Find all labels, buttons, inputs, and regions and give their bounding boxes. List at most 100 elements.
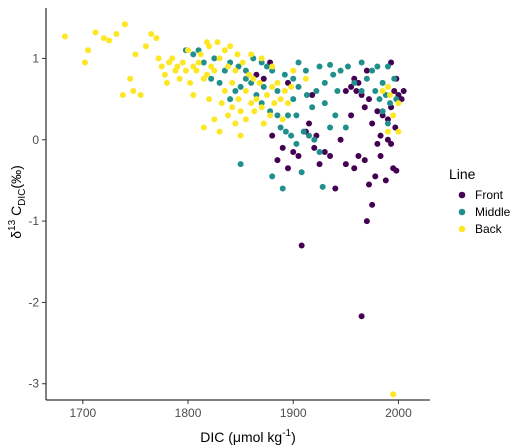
- data-point-back: [185, 47, 192, 54]
- data-point-front: [365, 181, 372, 188]
- data-point-middle: [208, 75, 215, 82]
- data-point-middle: [363, 75, 370, 82]
- data-point-back: [269, 83, 276, 90]
- data-point-back: [260, 120, 267, 127]
- data-point-back: [218, 100, 225, 107]
- data-point-back: [225, 112, 232, 119]
- data-point-front: [374, 108, 381, 115]
- data-point-back: [200, 75, 207, 82]
- data-point-front: [274, 157, 281, 164]
- data-point-front: [284, 79, 291, 86]
- data-point-back: [169, 55, 176, 62]
- data-point-front: [388, 140, 395, 147]
- data-point-back: [256, 79, 263, 86]
- data-point-middle: [237, 83, 244, 90]
- data-point-back: [390, 112, 397, 119]
- data-point-back: [235, 96, 242, 103]
- data-point-middle: [281, 71, 288, 78]
- data-point-middle: [327, 124, 334, 131]
- data-point-front: [384, 136, 391, 143]
- data-point-back: [251, 108, 258, 115]
- y-tick-label: -2: [28, 295, 39, 309]
- data-point-front: [290, 148, 297, 155]
- data-point-back: [153, 35, 160, 42]
- axes-layer: 1700 1800 1900 2000 -3 -2 -1 0 1: [28, 8, 430, 420]
- data-point-middle: [190, 51, 197, 58]
- legend-label-middle: Middle: [475, 205, 511, 219]
- data-point-middle: [298, 169, 305, 176]
- data-point-back: [176, 75, 183, 82]
- data-point-front: [369, 120, 376, 127]
- data-point-middle: [384, 63, 391, 70]
- data-point-middle: [313, 87, 320, 94]
- data-point-front: [342, 87, 349, 94]
- x-axis-title: DIC (μmol kg-1): [200, 428, 296, 445]
- y-tick-label: -3: [28, 377, 39, 391]
- data-point-front: [279, 144, 286, 151]
- data-point-middle: [330, 71, 337, 78]
- data-point-back: [158, 63, 165, 70]
- data-point-back: [395, 128, 402, 135]
- data-point-back: [216, 55, 223, 62]
- data-point-middle: [232, 87, 239, 94]
- data-point-back: [279, 116, 286, 123]
- data-point-back: [121, 21, 128, 28]
- data-point-middle: [302, 67, 309, 74]
- data-point-back: [284, 100, 291, 107]
- data-point-back: [384, 128, 391, 135]
- data-point-front: [361, 104, 368, 111]
- data-point-middle: [321, 100, 328, 107]
- data-point-front: [311, 144, 318, 151]
- data-point-middle: [216, 79, 223, 86]
- data-point-front: [363, 218, 370, 225]
- data-point-back: [197, 51, 204, 58]
- data-point-middle: [311, 136, 318, 143]
- data-point-middle: [293, 140, 300, 147]
- data-point-back: [127, 75, 134, 82]
- legend-key-middle: [458, 208, 466, 216]
- data-point-middle: [227, 96, 234, 103]
- data-point-front: [400, 87, 407, 94]
- data-point-middle: [306, 132, 313, 139]
- data-point-back: [137, 92, 144, 99]
- data-point-middle: [309, 104, 316, 111]
- x-tick-label: 2000: [385, 406, 412, 420]
- data-point-middle: [295, 59, 302, 66]
- data-point-back: [248, 51, 255, 58]
- data-point-back: [61, 33, 68, 40]
- data-point-back: [190, 92, 197, 99]
- x-tick-label: 1800: [175, 406, 202, 420]
- data-point-middle: [300, 128, 307, 135]
- data-point-back: [182, 67, 189, 74]
- data-point-back: [246, 71, 253, 78]
- x-tick-label: 1700: [69, 406, 96, 420]
- data-point-middle: [274, 112, 281, 119]
- data-point-back: [232, 67, 239, 74]
- data-point-back: [130, 87, 137, 94]
- data-point-middle: [334, 87, 341, 94]
- data-point-back: [302, 75, 309, 82]
- data-point-front: [327, 153, 334, 160]
- data-point-back: [132, 51, 139, 58]
- data-point-front: [316, 161, 323, 168]
- data-point-middle: [376, 96, 383, 103]
- data-point-back: [239, 59, 246, 66]
- data-point-back: [113, 31, 120, 38]
- data-point-back: [211, 116, 218, 123]
- data-point-back: [206, 96, 213, 103]
- data-point-middle: [384, 120, 391, 127]
- data-point-middle: [372, 87, 379, 94]
- data-point-front: [260, 75, 267, 82]
- data-point-back: [92, 29, 99, 36]
- data-point-middle: [387, 100, 394, 107]
- y-axis-title: δ13 CDIC(‰): [7, 165, 28, 238]
- legend-label-front: Front: [475, 188, 504, 202]
- data-point-back: [290, 67, 297, 74]
- data-point-front: [295, 153, 302, 160]
- data-point-front: [393, 167, 400, 174]
- data-point-back: [211, 67, 218, 74]
- data-point-back: [221, 87, 228, 94]
- data-point-middle: [351, 79, 358, 86]
- data-point-front: [372, 173, 379, 180]
- data-point-back: [288, 83, 295, 90]
